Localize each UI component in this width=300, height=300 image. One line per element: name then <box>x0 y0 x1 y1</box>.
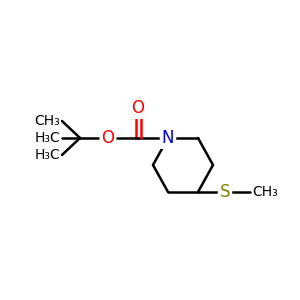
Text: N: N <box>162 129 174 147</box>
Text: O: O <box>101 129 115 147</box>
Text: H₃C: H₃C <box>34 131 60 145</box>
Text: CH₃: CH₃ <box>252 185 278 199</box>
Text: O: O <box>131 99 145 117</box>
Text: H₃C: H₃C <box>34 148 60 162</box>
Text: S: S <box>220 183 230 201</box>
Text: CH₃: CH₃ <box>34 114 60 128</box>
